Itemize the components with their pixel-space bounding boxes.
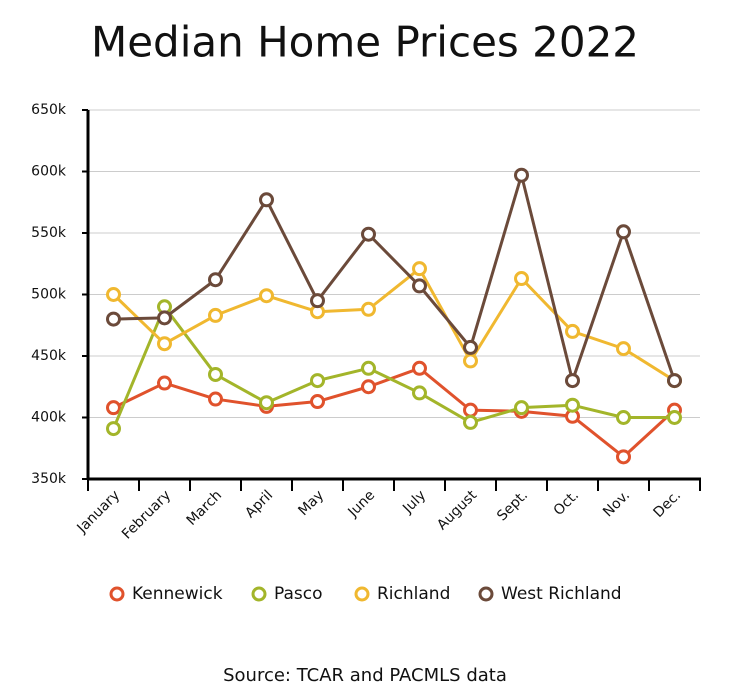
data-point: [157, 336, 172, 352]
data-point: [208, 366, 223, 382]
data-point: [361, 360, 376, 376]
source-note: Source: TCAR and PACMLS data: [223, 665, 507, 686]
data-point: [157, 375, 172, 391]
legend-marker: [109, 586, 125, 602]
x-tick-label: February: [119, 487, 174, 542]
chart-title: Median Home Prices 2022: [91, 18, 639, 67]
data-point: [463, 339, 478, 355]
data-point: [565, 373, 580, 389]
y-tick-label: 400k: [31, 410, 67, 426]
legend-label: Pasco: [274, 584, 323, 604]
y-tick-label: 350k: [31, 471, 67, 487]
data-point: [361, 301, 376, 317]
data-point: [208, 391, 223, 407]
x-tick-label: January: [74, 487, 124, 537]
data-point: [208, 307, 223, 323]
data-point: [310, 373, 325, 389]
data-point: [412, 261, 427, 277]
data-point: [412, 360, 427, 376]
data-point: [514, 271, 529, 287]
data-point: [616, 224, 631, 240]
data-point: [616, 341, 631, 357]
x-tick-label: June: [345, 487, 379, 521]
legend-label: West Richland: [501, 584, 622, 604]
y-tick-label: 500k: [31, 287, 67, 303]
data-point: [412, 385, 427, 401]
data-point: [412, 278, 427, 294]
data-point: [208, 272, 223, 288]
legend-label: Kennewick: [132, 584, 223, 604]
data-point: [667, 410, 682, 425]
x-tick-label: Oct.: [551, 487, 583, 519]
data-point: [667, 373, 682, 389]
data-point: [463, 353, 478, 369]
data-point: [106, 400, 121, 416]
data-point: [463, 402, 478, 418]
x-tick-label: Dec.: [651, 487, 685, 521]
y-tick-label: 650k: [31, 102, 67, 118]
y-tick-label: 550k: [31, 225, 67, 241]
data-point: [259, 288, 274, 304]
legend-marker: [251, 586, 267, 602]
x-tick-label: July: [399, 487, 429, 517]
x-tick-label: Nov.: [600, 487, 633, 520]
data-point: [310, 293, 325, 309]
data-point: [616, 449, 631, 465]
data-point: [259, 395, 274, 411]
data-point: [565, 397, 580, 413]
series-line: [113, 173, 676, 383]
data-point: [106, 421, 121, 437]
data-point: [565, 323, 580, 339]
x-tick-label: Sept.: [494, 487, 531, 524]
data-point: [616, 410, 631, 425]
data-point: [106, 311, 121, 327]
legend-label: Richland: [377, 584, 450, 604]
series-line: [112, 305, 675, 430]
legend-marker: [478, 586, 494, 602]
series-line: [112, 366, 676, 459]
data-point: [514, 167, 529, 183]
data-point: [463, 414, 478, 430]
legend-marker: [354, 586, 370, 602]
data-point: [361, 379, 376, 395]
x-tick-label: April: [242, 487, 276, 521]
data-point: [361, 226, 376, 242]
y-tick-label: 450k: [31, 348, 67, 364]
data-point: [310, 394, 325, 410]
data-point: [514, 400, 529, 416]
y-tick-label: 600k: [31, 164, 67, 180]
data-point: [106, 287, 121, 302]
x-tick-label: March: [184, 487, 225, 528]
x-tick-label: May: [295, 487, 327, 519]
x-tick-label: August: [434, 487, 480, 533]
series-line: [112, 267, 676, 382]
data-point: [259, 192, 274, 208]
data-point: [157, 310, 172, 326]
